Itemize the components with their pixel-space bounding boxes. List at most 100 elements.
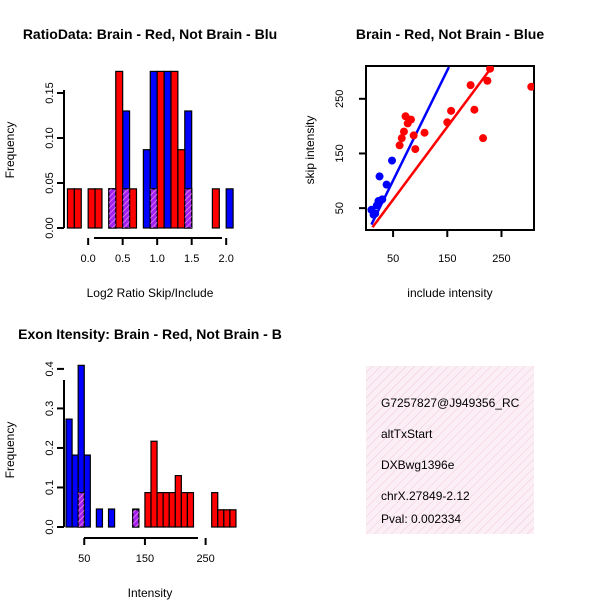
ratio-y-tick-label-0: 0.00 [44,217,56,238]
exon-brain-bar-7 [174,475,182,528]
exon-brain-bar-8 [180,492,189,528]
ratio-y-ticks: 0.00 0.05 0.10 0.15 [44,82,64,239]
exon-brain-bar-11 [217,509,225,528]
exon-overlap-hatch-0 [78,492,85,527]
exon-y-tick-label-0: 0.0 [44,519,56,534]
scatter-brain-point-9 [443,118,452,127]
scatter-brain-point-12 [470,105,479,114]
scatter-brain-point-16 [527,82,534,91]
exon-intensity-bars [65,364,237,528]
scatter-not-brain-point-7 [382,180,391,189]
ratio-brain-bar-13 [211,188,220,229]
scatter-y-label: skip intensity [303,116,317,185]
ratio-brain-bar-0 [66,188,75,229]
ratio-histogram-panel: RatioData: Brain - Red, Not Brain - Blu … [3,26,277,300]
ratio-x-tick-label-3: 1.5 [184,253,199,265]
exon-not-brain-bar-5 [107,508,116,528]
ratio-not-brain-bar-4 [163,70,172,229]
ratio-y-tick-label-1: 0.05 [44,172,56,193]
exon-brain-bar-4 [156,492,164,528]
ratio-brain-bar-11 [177,149,186,229]
info-location: chrX.27849-2.12 [381,489,470,503]
scatter-brain-point-11 [466,81,475,90]
ratio-brain-bar-9 [156,70,165,229]
exon-brain-bar-6 [168,492,176,528]
scatter-y-tick-label-1: 150 [334,144,346,162]
exon-intensity-title: Exon Itensity: Brain - Red, Not Brain - … [18,326,282,342]
ratio-brain-bar-1 [73,188,82,229]
ratio-not-brain-bar-6 [225,188,234,229]
ratio-overlap-hatch-0 [108,188,116,228]
scatter-brain-point-8 [420,128,429,137]
exon-x-label: Intensity [128,586,173,600]
info-gene-name: DXBwg1396e [381,458,455,472]
ratio-overlap-hatch-2 [150,188,158,228]
ratio-brain-bar-2 [87,188,96,229]
ratio-x-tick-label-0: 0.0 [81,253,96,265]
exon-brain-bar-13 [229,509,237,528]
exon-x-tick-label-2: 250 [196,553,214,565]
exon-brain-bar-2 [144,492,152,528]
ratio-histogram-title: RatioData: Brain - Red, Not Brain - Blu [23,26,277,42]
scatter-not-brain-point-8 [388,156,397,165]
scatter-x-ticks: 50 150 250 [387,230,511,265]
ratio-y-tick-label-3: 0.15 [44,82,56,103]
scatter-brain-point-10 [447,106,456,115]
scatter-fit-lines [370,66,493,229]
ratio-x-tick-label-1: 0.5 [115,253,130,265]
ratio-x-ticks: 0.0 0.5 1.0 1.5 2.0 [81,238,234,265]
scatter-points [367,66,534,219]
exon-brain-bar-10 [211,492,219,528]
exon-not-brain-bar-1 [71,454,79,528]
exon-y-tick-label-2: 0.2 [44,440,56,455]
exon-y-tick-label-1: 0.1 [44,480,56,495]
exon-not-brain-bar-3 [83,454,91,528]
ratio-x-label: Log2 Ratio Skip/Include [87,286,214,300]
ratio-x-tick-label-4: 2.0 [219,253,234,265]
ratio-not-brain-bar-2 [142,149,151,229]
info-event-type: altTxStart [381,427,433,441]
ratio-brain-bar-5 [115,70,124,229]
exon-not-brain-bar-0 [65,418,73,528]
scatter-not-brain-point-2 [371,209,380,218]
scatter-title: Brain - Red, Not Brain - Blue [356,26,544,42]
exon-x-ticks: 50 150 250 [78,538,215,565]
scatter-plot-box [365,65,535,231]
ratio-histogram-bars [66,70,234,229]
exon-overlap-hatch-1 [132,509,139,527]
scatter-not-brain-point-5 [375,172,384,181]
scatter-x-tick-label-2: 250 [492,253,510,265]
ratio-overlap-hatch-3 [184,188,192,228]
scatter-brain-point-14 [483,76,492,85]
scatter-brain-point-5 [406,115,415,124]
info-panel-background [366,366,534,534]
exon-x-tick-label-1: 150 [136,553,154,565]
info-pval: Pval: 0.002334 [381,512,461,526]
ratio-brain-bar-3 [94,188,103,229]
scatter-brain-point-1 [397,134,406,143]
scatter-y-ticks: 50 150 250 [334,90,366,214]
scatter-y-tick-label-2: 250 [334,90,346,108]
exon-brain-bar-12 [223,509,231,528]
exon-not-brain-bar-4 [95,508,104,528]
intensity-scatter-panel: Brain - Red, Not Brain - Blue 50 150 250 5… [303,26,544,300]
scatter-y-tick-label-0: 50 [334,202,346,214]
scatter-brain-fit-line [371,66,493,229]
exon-brain-bar-3 [150,440,158,528]
info-panel: G7257827@J949356_RC altTxStart DXBwg1396… [366,366,534,534]
scatter-not-brain-point-6 [378,195,387,204]
scatter-brain-point-0 [395,141,404,150]
exon-intensity-panel: Exon Itensity: Brain - Red, Not Brain - … [3,326,282,600]
exon-y-label: Frequency [3,422,17,479]
ratio-x-tick-label-2: 1.0 [150,253,165,265]
exon-brain-bar-9 [186,492,195,528]
exon-brain-bar-5 [162,492,170,528]
info-probe-id: G7257827@J949356_RC [381,396,520,410]
exon-x-tick-label-0: 50 [78,553,90,565]
ratio-brain-bar-7 [128,188,138,229]
scatter-x-label: include intensity [407,286,492,300]
scatter-brain-point-7 [411,145,420,154]
scatter-brain-point-6 [409,131,418,140]
ratio-brain-bar-10 [170,70,179,229]
scatter-brain-point-15 [486,66,495,73]
